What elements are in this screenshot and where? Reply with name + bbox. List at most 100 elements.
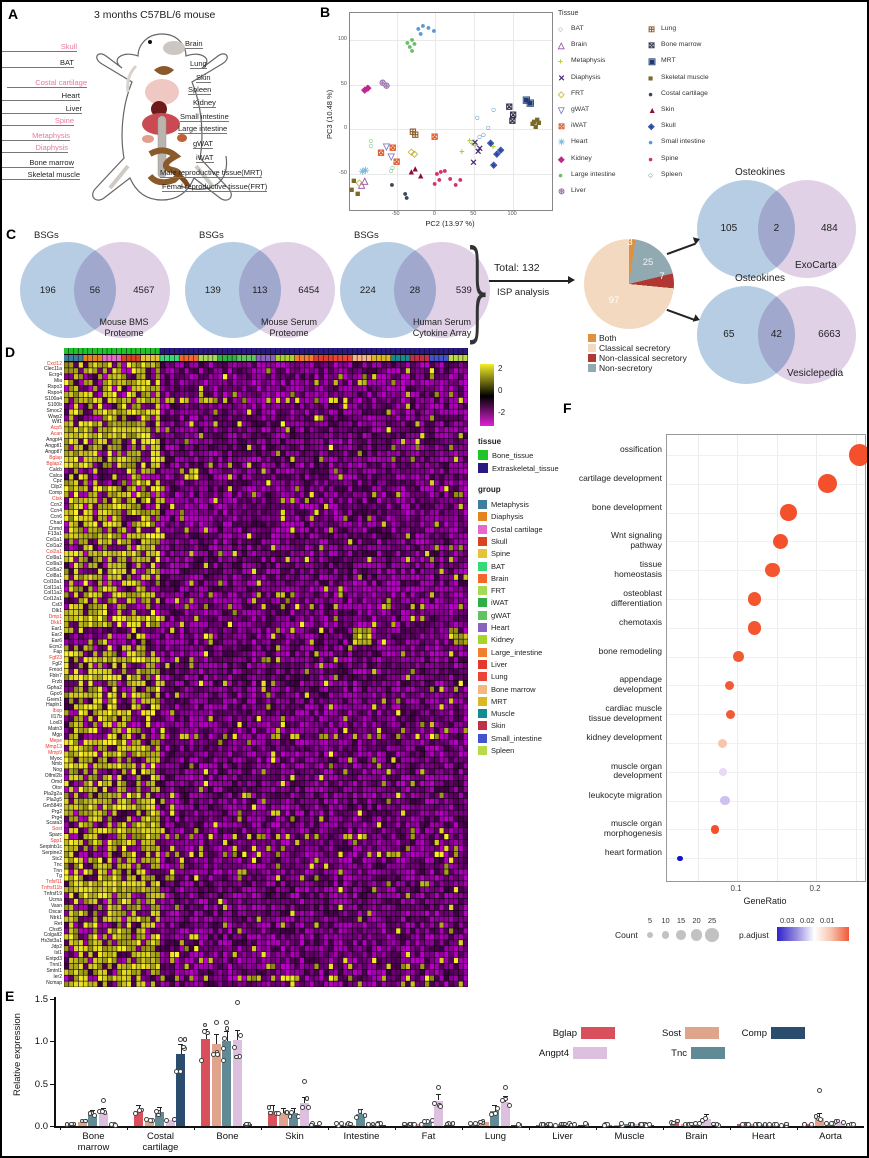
e-jitter-point	[199, 1058, 204, 1064]
anatomy-label-diaphysis: Diaphysis	[2, 143, 68, 153]
go-term-label: osteoblast differentiation	[611, 588, 662, 608]
legend-label: FRT	[571, 89, 585, 97]
pca-point-skeletal-muscle: ■	[534, 114, 540, 125]
tissue-legend-title: tissue	[478, 437, 502, 446]
e-bar-angpt4-9	[701, 1119, 711, 1126]
e-jitter-point	[850, 1122, 856, 1127]
venn-caption: Mouse Serum Proteome	[260, 317, 318, 338]
e-jitter-point	[171, 1117, 177, 1123]
e-legend-swatch-sost	[685, 1027, 719, 1039]
gene-label-spp1: Spp1	[50, 838, 62, 845]
pca-ylabel: PC3 (10.48 %)	[325, 89, 334, 139]
pca-point-spine: ●	[431, 178, 438, 189]
e-outlier-point	[435, 1085, 441, 1091]
e-y-tick-1.0: 1.0	[34, 1036, 48, 1047]
e-jitter-point	[540, 1121, 546, 1127]
e-bar-angpt4-11	[835, 1121, 845, 1126]
group-label: Diaphysis	[491, 512, 524, 522]
e-jitter-point	[308, 1122, 314, 1128]
e-bar-tnc-6	[490, 1110, 500, 1126]
pie-slice-label-3: 3	[627, 237, 633, 248]
venn-count-mid: 56	[89, 285, 101, 296]
group-label: Spleen	[491, 746, 515, 755]
pca-point-spine: ●	[436, 174, 443, 185]
gene-label-angptl1: Angptl1	[45, 443, 62, 450]
gene-label-pla2g2a: Pla2g2a	[43, 790, 62, 797]
legend-label: Skin	[661, 106, 675, 113]
pca-point-skull: ◈	[490, 159, 498, 170]
e-ylabel: Relative expression	[12, 1013, 23, 1096]
e-jitter-point	[348, 1121, 353, 1127]
go-dot-bone-development	[780, 504, 797, 521]
gene-label-frzb: Frzb	[52, 678, 62, 685]
gene-label-entpd3: Entpd3	[46, 956, 62, 963]
pca-legend-title: Tissue	[558, 10, 579, 17]
isp-arrow-head	[568, 276, 575, 284]
e-x-tick-mark	[663, 1126, 664, 1130]
e-jitter-point	[689, 1121, 694, 1127]
gene-label-fbln7: Fbln7	[49, 673, 62, 679]
venn-circle-right	[238, 242, 335, 338]
e-jitter-point	[334, 1120, 339, 1126]
y-tick-label: 0	[343, 125, 347, 132]
e-category-label: Heart	[751, 1131, 776, 1142]
e-jitter-point	[304, 1096, 310, 1102]
e-error-bar	[180, 1044, 182, 1054]
venn-circle-right	[757, 286, 856, 384]
e-bar-comp-6	[511, 1125, 521, 1126]
go-term-label: heart formation	[604, 847, 662, 858]
gene-label-ier2: Ier2	[53, 973, 62, 980]
count-legend-circle-5	[647, 932, 653, 938]
go-dot-muscle-organ-development	[718, 767, 727, 776]
go-dot-muscle-organ-morphogenesis	[710, 825, 719, 834]
venn-title: BSGs	[199, 230, 224, 241]
pca-point-skin: ▲	[410, 163, 420, 174]
gene-label-smtnl1: Smtnl1	[46, 967, 62, 974]
colorbar-tick-0: 0	[498, 386, 503, 395]
gene-label-f13a1: F13a1	[47, 531, 62, 538]
pca-point-bat: ○	[368, 140, 374, 151]
pca-point-spleen: ○	[491, 104, 497, 115]
pca-point-skeletal-muscle: ■	[348, 184, 355, 195]
gene-label-chad: Chad	[50, 519, 62, 526]
e-error-bar	[283, 1108, 285, 1114]
e-bar-tnc-3	[289, 1113, 299, 1126]
gene-label-ear2: Ear2	[51, 631, 62, 638]
e-error-cap	[224, 1030, 230, 1032]
pie-slice-label-7: 7	[659, 271, 665, 282]
gene-label-acan: Acan	[50, 431, 62, 438]
gene-label-calcb: Calcb	[49, 466, 62, 473]
gene-label-angptl7: Angptl7	[45, 448, 62, 455]
group-legend-title: group	[478, 485, 501, 494]
e-bar-sost-3	[278, 1113, 288, 1126]
e-error-cap	[492, 1105, 498, 1107]
legend-label: Spine	[661, 154, 679, 162]
legend-marker-spine: ●	[648, 153, 654, 164]
e-bar-angpt4-0	[98, 1113, 108, 1126]
pca-point-small-intestine: ●	[425, 22, 432, 33]
gene-label-otor: Otor	[52, 785, 62, 792]
pca-point-large-intestine: ●	[409, 34, 415, 45]
pie-legend-label: Non-secretory	[599, 363, 653, 373]
gene-label-rspo4: Rspo4	[47, 389, 62, 396]
e-jitter-point	[154, 1109, 160, 1114]
tissue-swatch-extraskeletal_tissue	[478, 463, 488, 473]
e-outlier-point	[502, 1085, 508, 1091]
go-term-label: bone remodeling	[598, 645, 662, 656]
venn-count-right: 4567	[133, 285, 155, 296]
venn-circle-right	[757, 180, 856, 278]
legend-marker-small-intestine: ●	[648, 137, 654, 148]
anatomy-label-iwat: iWAT	[196, 153, 214, 163]
panel-d-label: D	[5, 344, 16, 360]
e-jitter-point	[746, 1122, 752, 1127]
group-label: Skin	[491, 721, 506, 731]
e-jitter-point	[402, 1121, 407, 1127]
gene-label-mmp13: Mmp13	[45, 743, 62, 750]
go-term-label: bone development	[592, 501, 662, 512]
e-jitter-point	[221, 1057, 227, 1063]
pca-point-small-intestine: ●	[420, 20, 426, 31]
e-jitter-point	[421, 1119, 427, 1124]
gene-label-myoc: Myoc	[50, 755, 62, 762]
gene-label-mepe: Mepe	[49, 737, 62, 744]
gene-label-ear6: Ear6	[51, 637, 62, 644]
